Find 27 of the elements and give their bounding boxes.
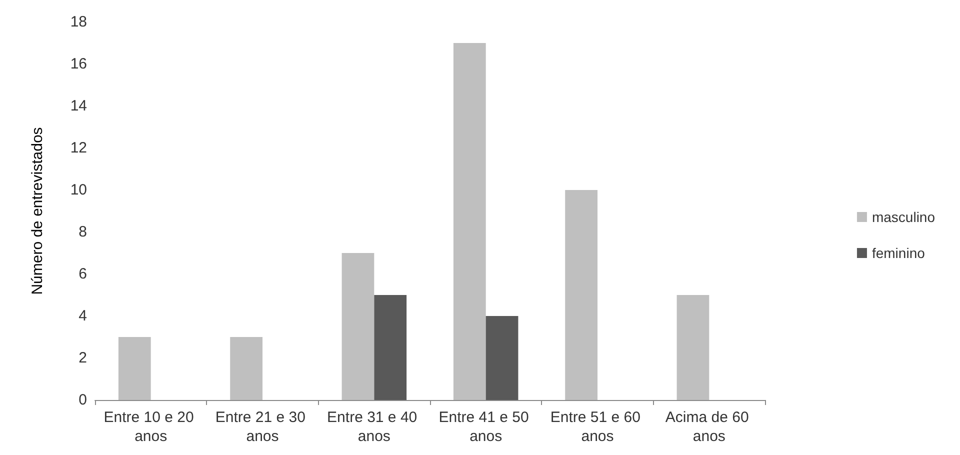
y-axis-title: Número de entrevistados [29,127,46,295]
x-tick-label: Entre 31 e 40 anos [327,409,422,445]
y-tick-label: 4 [78,308,87,324]
y-tick-label: 16 [70,56,87,72]
legend-label: feminino [872,245,926,261]
x-tick-label: Acima de 60 anos [665,409,753,445]
bar [486,316,518,400]
y-tick-label: 6 [78,266,87,282]
y-tick-label: 14 [70,98,87,114]
x-tick-label: Entre 10 e 20 anos [104,409,198,445]
bar [453,43,486,400]
bar [676,295,710,400]
bar [565,190,598,400]
y-tick-label: 2 [78,350,87,366]
x-tick-label: Entre 51 e 60 anos [550,409,645,445]
y-tick-label: 12 [70,140,87,156]
bar [118,337,151,400]
x-tick-label: Entre 41 e 50 anos [438,409,533,445]
y-tick-label: 10 [70,182,87,198]
bar [230,337,262,400]
bar [374,295,407,400]
legend-label: masculino [872,209,936,225]
y-tick-label: 0 [78,392,87,408]
y-tick-label: 8 [78,224,87,240]
bar [342,253,374,400]
y-tick-label: 18 [70,14,87,30]
x-tick-label: Entre 21 e 30 anos [215,409,310,445]
